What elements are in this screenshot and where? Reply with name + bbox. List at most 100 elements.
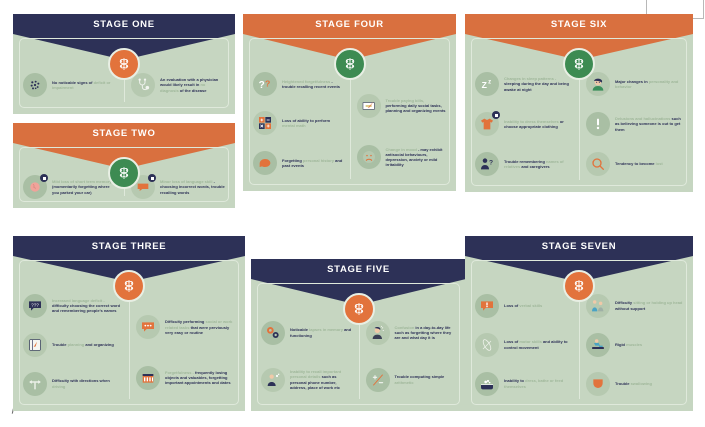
stage-item: ??? Increased language deficit - difficul… bbox=[23, 293, 122, 318]
stage-item: Trouble paying bills, performing daily s… bbox=[356, 93, 447, 118]
stage-item-text: Heightened forgetfulness - trouble recal… bbox=[282, 78, 341, 89]
stage-card-stage-seven[interactable]: STAGE SEVEN Loss of verbal skills Loss of… bbox=[465, 236, 693, 411]
column-divider bbox=[349, 64, 351, 179]
stage-item-text: Changes in sleep patterns - sleeping dur… bbox=[504, 76, 569, 92]
speech-exclaim-icon bbox=[475, 293, 499, 318]
svg-text:?: ? bbox=[259, 80, 265, 91]
exclamation-icon bbox=[586, 112, 610, 136]
tshirt-icon bbox=[475, 111, 500, 136]
stage-card-title: STAGE SIX bbox=[465, 14, 693, 34]
stage-card-stage-five[interactable]: STAGE FIVE Noticable lapses in memory and… bbox=[251, 259, 466, 411]
stage-item: Rigid muscles bbox=[586, 332, 683, 357]
calculator-icon bbox=[253, 111, 277, 136]
bill-pen-icon bbox=[356, 93, 381, 118]
math-symbols-icon bbox=[365, 367, 390, 392]
stage-item: Major changes in personality and behavio… bbox=[586, 72, 683, 96]
svg-text:?: ? bbox=[265, 78, 270, 88]
stage-item: Forgetting personal history and past eve… bbox=[253, 151, 343, 176]
stage-columns: ?? Heightened forgetfulness - trouble rec… bbox=[243, 34, 456, 191]
stage-item: Inability to dress themselves or choose … bbox=[475, 111, 572, 136]
stage-column-left: Loss of verbal skills Loss of motor skil… bbox=[475, 286, 579, 403]
column-divider bbox=[579, 64, 580, 180]
stage-item-text: Loss of ability to perform mental math bbox=[282, 118, 331, 129]
stage-card-body: ?? Heightened forgetfulness - trouble rec… bbox=[243, 34, 456, 191]
stage-item: Trouble computing simple arithmetic bbox=[365, 367, 457, 392]
stage-item-text: Forgetting personal history and past eve… bbox=[282, 157, 343, 169]
stage-brain-badge bbox=[342, 293, 375, 325]
gears-icon bbox=[261, 320, 285, 345]
stage-columns: ??? Increased language deficit - difficul… bbox=[13, 256, 245, 411]
stage-card-title: STAGE TWO bbox=[13, 123, 235, 143]
stage-item-text: An evaluation with a physician would lik… bbox=[160, 77, 219, 93]
stage-columns: Loss of verbal skills Loss of motor skil… bbox=[465, 256, 693, 411]
stage-item-text: Trouble paying bills, performing daily s… bbox=[385, 97, 446, 114]
stage-card-stage-four[interactable]: STAGE FOUR?? Heightened forgetfulness - t… bbox=[243, 14, 456, 191]
stage-item: Difficulty sitting or holding up head wi… bbox=[586, 293, 683, 318]
wheelchair-icon bbox=[586, 332, 610, 357]
stage-item-text: Rigid muscles bbox=[615, 341, 643, 347]
stage-item-text: Difficulty with directions when driving bbox=[52, 378, 110, 389]
stage-brain-badge bbox=[333, 48, 366, 80]
person-question-icon: ? bbox=[475, 152, 499, 176]
stage-item: Delusions and hallucinations such as bel… bbox=[586, 112, 683, 136]
stage-card-title: STAGE THREE bbox=[13, 236, 245, 256]
stage-item-text: Tendency to become lost bbox=[615, 161, 663, 167]
stage-card-title: STAGE FIVE bbox=[251, 259, 466, 279]
question-marks-icon: ?? bbox=[253, 71, 277, 96]
stage-brain-badge bbox=[563, 270, 595, 302]
person-face-icon bbox=[586, 72, 610, 96]
svg-text:?: ? bbox=[489, 160, 493, 167]
stage-columns: No noticable signs of deficit or impairm… bbox=[13, 34, 235, 114]
stage-item-text: Minor loss of language skill - choosing … bbox=[160, 179, 225, 195]
stage-item: Difficulty performing social or work rel… bbox=[136, 315, 235, 340]
stage-column-right: An evaluation with a physician would lik… bbox=[124, 64, 225, 106]
stage-brain-badge bbox=[113, 270, 145, 302]
stage-card-stage-two[interactable]: STAGE TWO Mild loss of short term memory … bbox=[13, 123, 235, 208]
stage-card-body: Noticable lapses in memory and functioni… bbox=[251, 279, 466, 411]
stage-brain-badge bbox=[108, 157, 140, 189]
stage-item-text: Loss of verbal skills bbox=[504, 302, 543, 308]
question-bubble-icon: ??? bbox=[23, 293, 47, 318]
stage-item: No noticable signs of deficit or impairm… bbox=[23, 73, 117, 97]
stage-item-text: Difficulty performing social or work rel… bbox=[165, 319, 233, 335]
confused-person-icon bbox=[365, 320, 390, 345]
stage-item-text: Increased language deficit - difficulty … bbox=[52, 297, 121, 314]
direction-arrow-icon bbox=[23, 371, 47, 396]
stage-card-body: No noticable signs of deficit or impairm… bbox=[13, 34, 235, 114]
stage-item: Forgetfulness - frequently losing object… bbox=[136, 365, 235, 390]
stage-item-text: Noticable lapses in memory and functioni… bbox=[290, 327, 352, 338]
stage-item: Inability to recall important personal d… bbox=[261, 367, 352, 392]
close-badge-icon bbox=[492, 111, 500, 119]
stage-item-text: Delusions and hallucinations such as bel… bbox=[615, 116, 681, 132]
stage-column-right: Difficulty sitting or holding up head wi… bbox=[579, 286, 683, 403]
svg-text:Z: Z bbox=[482, 80, 488, 90]
bath-tub-icon bbox=[475, 371, 499, 396]
person-thinking-icon bbox=[261, 367, 285, 392]
stage-item: Loss of motor skills and ability to cont… bbox=[475, 332, 572, 357]
stage-item: ? Trouble remembering names of relatives … bbox=[475, 152, 572, 176]
stage-item-text: Difficulty sitting or holding up head wi… bbox=[615, 300, 683, 311]
muscle-fiber-icon bbox=[475, 332, 499, 357]
stage-column-left: No noticable signs of deficit or impairm… bbox=[23, 64, 124, 106]
stage-card-stage-one[interactable]: STAGE ONE No noticable signs of deficit o… bbox=[13, 14, 235, 114]
stage-item-text: Trouble remembering names of relatives a… bbox=[504, 158, 564, 169]
notebook-pen-icon bbox=[23, 332, 47, 357]
stage-card-body: Loss of verbal skills Loss of motor skil… bbox=[465, 256, 693, 411]
stage-column-left: Mild loss of short term memory (momentar… bbox=[23, 173, 124, 200]
stage-item-text: Change in mood - may exhibit antisocial … bbox=[385, 146, 443, 168]
stage-card-title: STAGE FOUR bbox=[243, 14, 456, 34]
swallow-icon bbox=[586, 371, 610, 396]
sad-face-icon bbox=[356, 145, 381, 170]
stage-brain-badge bbox=[563, 48, 595, 80]
stage-item: Trouble planning and organizing bbox=[23, 332, 122, 357]
stage-item: ?? Heightened forgetfulness - trouble rec… bbox=[253, 71, 343, 96]
stage-card-stage-three[interactable]: STAGE THREE??? Increased language deficit… bbox=[13, 236, 245, 411]
stage-item: Change in mood - may exhibit antisocial … bbox=[356, 145, 447, 170]
stage-item: An evaluation with a physician would lik… bbox=[131, 73, 225, 97]
